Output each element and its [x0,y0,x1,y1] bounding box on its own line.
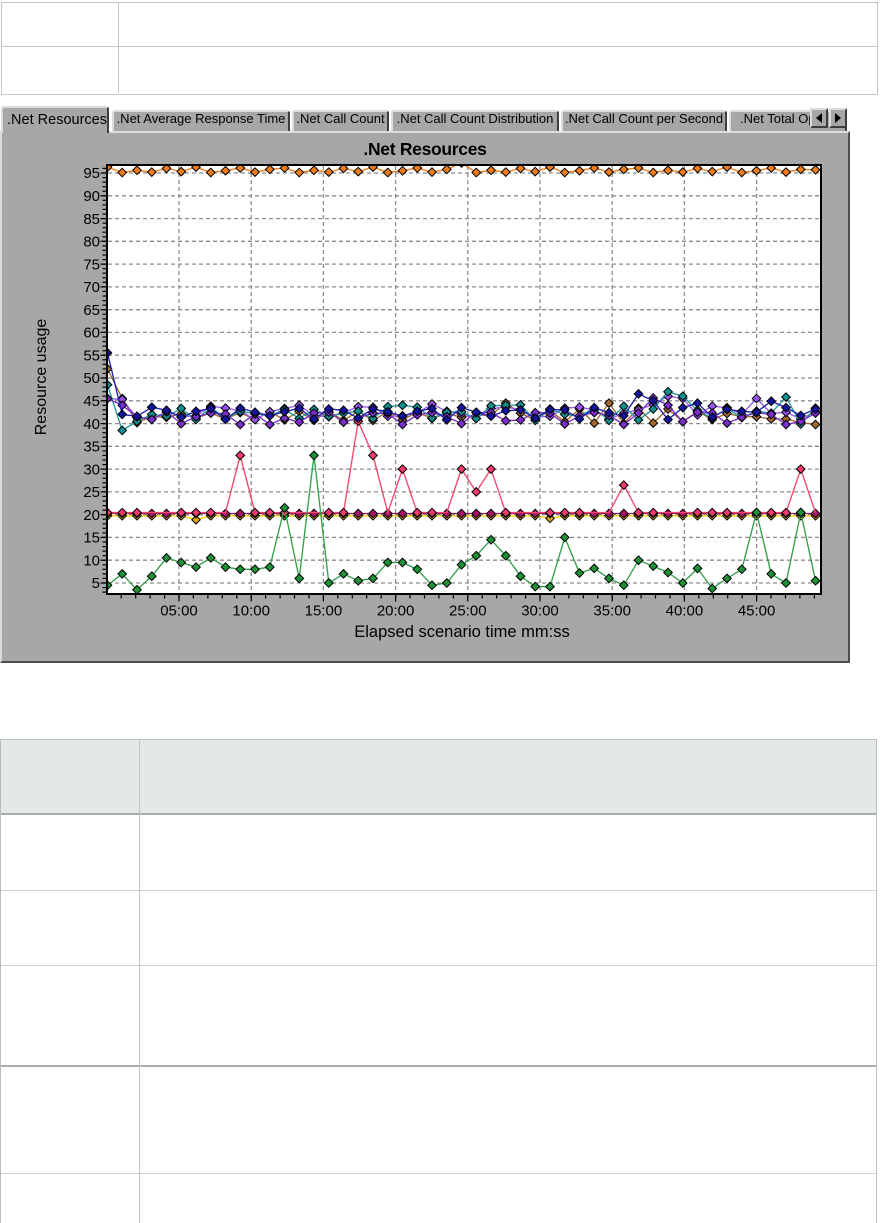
svg-text:90: 90 [83,188,100,205]
svg-text:15: 15 [83,530,100,547]
svg-text:30:00: 30:00 [521,603,559,620]
svg-text:55: 55 [83,347,100,364]
svg-text:85: 85 [83,211,100,228]
svg-text:30: 30 [83,461,100,478]
svg-text:05:00: 05:00 [160,603,198,620]
svg-text:10: 10 [83,552,100,569]
svg-text:10:00: 10:00 [232,603,270,620]
svg-text:40:00: 40:00 [666,603,704,620]
svg-text:25:00: 25:00 [449,603,487,620]
svg-text:70: 70 [83,279,100,296]
svg-text:20:00: 20:00 [377,603,415,620]
svg-text:20: 20 [83,507,100,524]
svg-text:80: 80 [83,234,100,251]
svg-text:.Net Resources: .Net Resources [363,139,487,159]
svg-text:15:00: 15:00 [305,603,343,620]
svg-text:60: 60 [83,325,100,342]
svg-text:50: 50 [83,370,100,387]
svg-text:35: 35 [83,439,100,456]
svg-text:75: 75 [83,256,100,273]
svg-text:5: 5 [92,575,100,592]
svg-text:45: 45 [83,393,100,410]
svg-text:Resource usage: Resource usage [33,319,50,436]
svg-text:95: 95 [83,165,100,182]
svg-text:25: 25 [83,484,100,501]
svg-text:45:00: 45:00 [738,603,776,620]
svg-text:65: 65 [83,302,100,319]
svg-text:35:00: 35:00 [593,603,631,620]
svg-text:Elapsed scenario time mm:ss: Elapsed scenario time mm:ss [354,623,570,641]
svg-text:40: 40 [83,416,100,433]
